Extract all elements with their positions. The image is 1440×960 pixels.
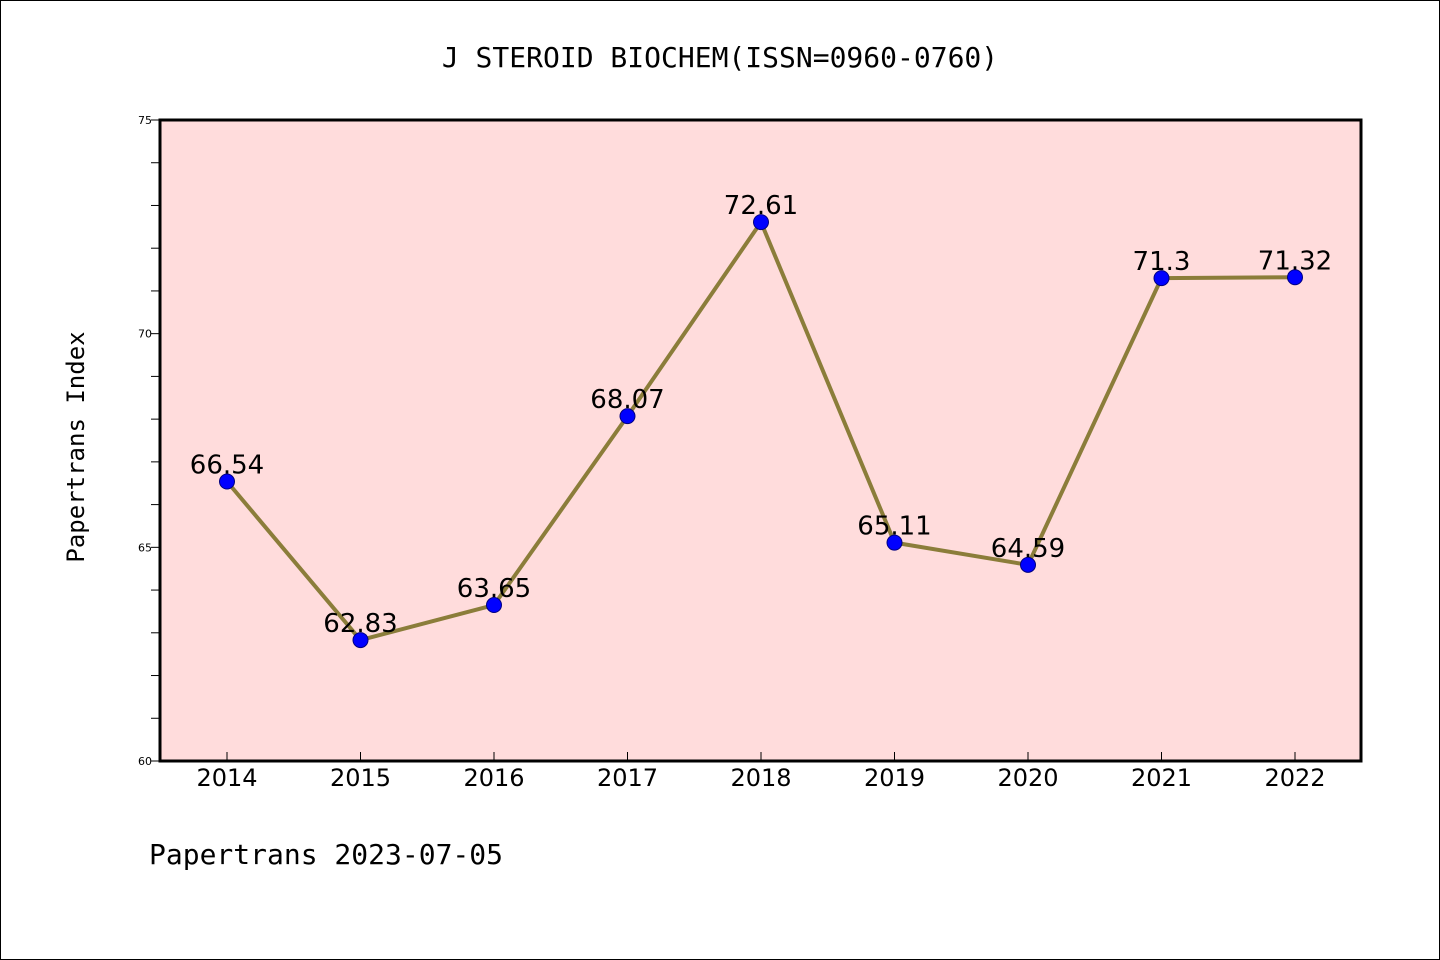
data-point-label: 72.61 bbox=[724, 191, 798, 221]
y-axis-ticks: 60 65 70 75 bbox=[138, 114, 160, 768]
data-point-marker bbox=[219, 473, 235, 490]
data-point-label: 68.07 bbox=[590, 385, 664, 415]
series-markers bbox=[219, 214, 1303, 649]
x-tick-label: 2019 bbox=[864, 764, 925, 792]
y-tick-label: 75 bbox=[138, 114, 152, 127]
data-point-label: 71.3 bbox=[1133, 247, 1191, 277]
y-tick-label: 60 bbox=[138, 755, 152, 768]
x-axis-ticks: 2014 2015 2016 2017 2018 2019 2020 2021 2022 bbox=[196, 752, 1326, 792]
y-tick-label: 70 bbox=[138, 328, 152, 341]
x-tick-label: 2022 bbox=[1264, 764, 1325, 792]
data-point-label: 71.32 bbox=[1258, 246, 1332, 276]
x-tick-label: 2020 bbox=[997, 764, 1058, 792]
data-point-marker bbox=[352, 632, 369, 649]
data-point-marker bbox=[886, 534, 903, 551]
x-tick-label: 2017 bbox=[597, 764, 658, 792]
data-point-marker bbox=[619, 408, 636, 425]
x-tick-label: 2016 bbox=[463, 764, 524, 792]
x-tick-label: 2015 bbox=[330, 764, 391, 792]
data-point-label: 64.59 bbox=[991, 534, 1065, 564]
data-point-marker bbox=[486, 597, 502, 614]
data-point-label: 65.11 bbox=[857, 512, 931, 542]
data-point-label: 62.83 bbox=[323, 609, 397, 639]
x-tick-label: 2021 bbox=[1131, 764, 1192, 792]
data-labels: 66.54 62.83 63.65 68.07 72.61 65.11 64.59 71.3 7… bbox=[190, 191, 1332, 639]
footer-date: Papertrans 2023-07-05 bbox=[149, 838, 503, 871]
data-point-label: 66.54 bbox=[190, 451, 264, 481]
y-tick-label: 65 bbox=[138, 541, 152, 554]
x-tick-label: 2014 bbox=[196, 764, 257, 792]
chart-title: J STEROID BIOCHEM(ISSN=0960-0760) bbox=[442, 41, 998, 74]
y-axis-label: Papertrans Index bbox=[62, 331, 90, 562]
data-point-label: 63.65 bbox=[457, 574, 531, 604]
x-tick-label: 2018 bbox=[730, 764, 791, 792]
data-point-marker bbox=[753, 214, 769, 231]
plot-border bbox=[158, 118, 1363, 763]
data-point-marker bbox=[1287, 269, 1303, 286]
data-point-marker bbox=[1153, 270, 1170, 287]
data-point-marker bbox=[1020, 556, 1036, 573]
